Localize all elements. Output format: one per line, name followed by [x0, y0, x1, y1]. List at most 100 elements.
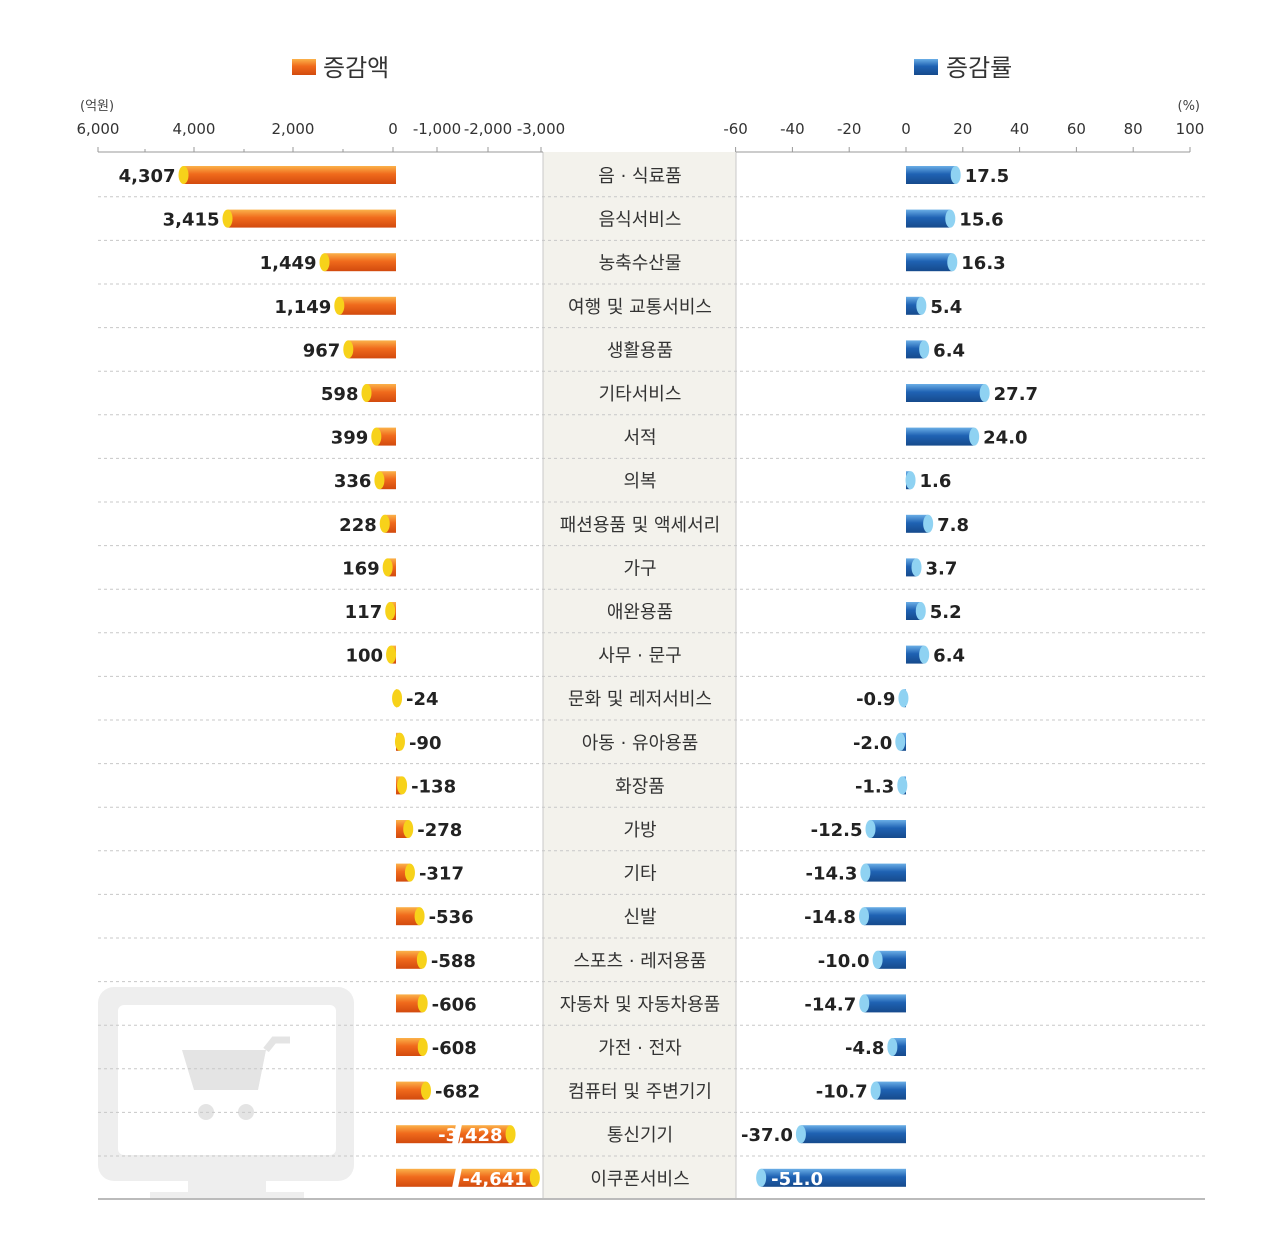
right-axis-tick-label: -60 — [723, 120, 748, 138]
amount-value-label: -138 — [411, 776, 456, 797]
rate-value-label: -10.0 — [818, 951, 870, 972]
rate-value-label: 27.7 — [994, 384, 1038, 405]
left-axis-tick-label: 0 — [388, 120, 398, 138]
rate-value-label: 15.6 — [959, 210, 1003, 231]
rate-bar — [905, 471, 916, 490]
rate-value-label: -14.3 — [805, 864, 857, 885]
rate-value-label: -12.5 — [811, 820, 863, 841]
category-label: 사무 · 문구 — [598, 646, 681, 667]
amount-bar — [396, 1038, 428, 1056]
rate-value-label: 6.4 — [933, 340, 965, 361]
right-axis-tick-label: 80 — [1124, 120, 1143, 138]
left-axis-tick-label: 6,000 — [77, 120, 120, 138]
rate-bar — [906, 296, 927, 315]
left-axis-tick-label: -1,000 — [413, 120, 461, 138]
rate-value-label: -1.3 — [855, 776, 894, 797]
rate-bar — [897, 776, 908, 795]
amount-value-label: 4,307 — [119, 166, 176, 187]
category-label: 생활용품 — [607, 340, 673, 361]
amount-bar — [396, 994, 428, 1013]
rate-bar — [906, 645, 930, 664]
rate-value-label: 16.3 — [961, 253, 1005, 274]
amount-bar — [361, 384, 396, 402]
right-axis-tick-label: -20 — [837, 120, 862, 138]
rate-bar — [860, 863, 906, 882]
right-axis-tick-label: 0 — [901, 120, 911, 138]
rate-value-label: 7.8 — [937, 515, 969, 536]
legend-rate: 증감률 — [914, 54, 1012, 82]
amount-bar — [343, 340, 396, 359]
rate-bar — [906, 558, 922, 577]
category-label: 의복 — [623, 471, 656, 492]
rate-bar — [906, 209, 956, 228]
amount-value-label: -606 — [432, 994, 477, 1015]
rate-value-label: 17.5 — [965, 166, 1009, 187]
rate-value-label: 3.7 — [926, 558, 958, 579]
rate-bar — [870, 1081, 906, 1100]
rate-bar — [795, 1125, 906, 1144]
rate-bar — [906, 253, 958, 272]
amount-bar — [371, 427, 396, 446]
amount-value-label: 336 — [334, 471, 372, 492]
amount-value-label: -588 — [431, 951, 476, 972]
rate-value-label: 1.6 — [920, 471, 952, 492]
amount-value-label: 3,415 — [163, 210, 220, 231]
legend-amount: 증감액 — [292, 54, 389, 82]
amount-bar — [396, 1081, 432, 1100]
left-axis-tick-label: 2,000 — [272, 120, 315, 138]
amount-value-label: -4,641 — [462, 1169, 526, 1190]
category-label: 음식서비스 — [599, 210, 682, 231]
amount-value-label: -278 — [417, 820, 462, 841]
amount-bar — [396, 820, 414, 838]
category-label: 신발 — [623, 907, 656, 928]
left-axis-tick-label: 4,000 — [173, 120, 216, 138]
amount-value-label: 100 — [345, 646, 383, 667]
amount-bar — [392, 689, 403, 708]
amount-bar — [396, 1167, 540, 1188]
rate-value-label: -4.8 — [845, 1038, 884, 1059]
amount-value-label: 1,149 — [274, 297, 331, 318]
rate-value-label: -51.0 — [771, 1169, 823, 1190]
category-label: 가전 · 전자 — [598, 1038, 682, 1059]
rate-bar — [858, 907, 906, 926]
left-axis-unit: (억원) — [80, 99, 114, 114]
rate-value-label: 5.4 — [930, 297, 962, 318]
category-label: 문화 및 레저서비스 — [568, 689, 712, 710]
rate-bar — [859, 994, 906, 1013]
right-axis-tick-label: 100 — [1176, 120, 1205, 138]
amount-value-label: -608 — [432, 1038, 477, 1059]
right-axis-tick-label: 20 — [953, 120, 972, 138]
amount-bar — [386, 645, 397, 664]
rate-bar — [906, 340, 930, 359]
amount-bar — [396, 1124, 516, 1145]
amount-bar — [396, 950, 427, 969]
left-axis-tick-label: -2,000 — [464, 120, 512, 138]
rate-bar — [872, 950, 906, 969]
category-label: 아동 · 유아용품 — [582, 733, 699, 754]
monitor-shopping-cart-icon — [98, 987, 354, 1200]
amount-bar — [394, 732, 405, 751]
amount-bar — [334, 296, 396, 315]
legend-amount-label: 증감액 — [323, 54, 389, 82]
rate-bar — [906, 427, 980, 446]
right-axis-unit: (%) — [1178, 99, 1201, 114]
rate-value-label: 6.4 — [933, 646, 965, 667]
rate-value-label: 24.0 — [983, 428, 1027, 449]
amount-value-label: 399 — [331, 428, 369, 449]
left-axis-tick-label: -3,000 — [517, 120, 565, 138]
rate-value-label: -14.7 — [804, 994, 856, 1015]
category-label: 서적 — [623, 428, 656, 449]
category-label: 가구 — [623, 558, 656, 579]
category-label: 자동차 및 자동차용품 — [560, 994, 720, 1015]
category-label: 기타 — [623, 864, 657, 885]
category-label: 패션용품 및 액세서리 — [560, 515, 720, 536]
amount-value-label: 169 — [342, 558, 380, 579]
amount-value-label: 598 — [321, 384, 359, 405]
rate-bar — [906, 602, 926, 620]
category-label: 기타서비스 — [599, 384, 682, 405]
amount-bar — [379, 514, 396, 533]
category-band — [543, 152, 736, 1199]
category-label: 이쿠폰서비스 — [590, 1169, 689, 1190]
rate-bar — [906, 384, 990, 402]
